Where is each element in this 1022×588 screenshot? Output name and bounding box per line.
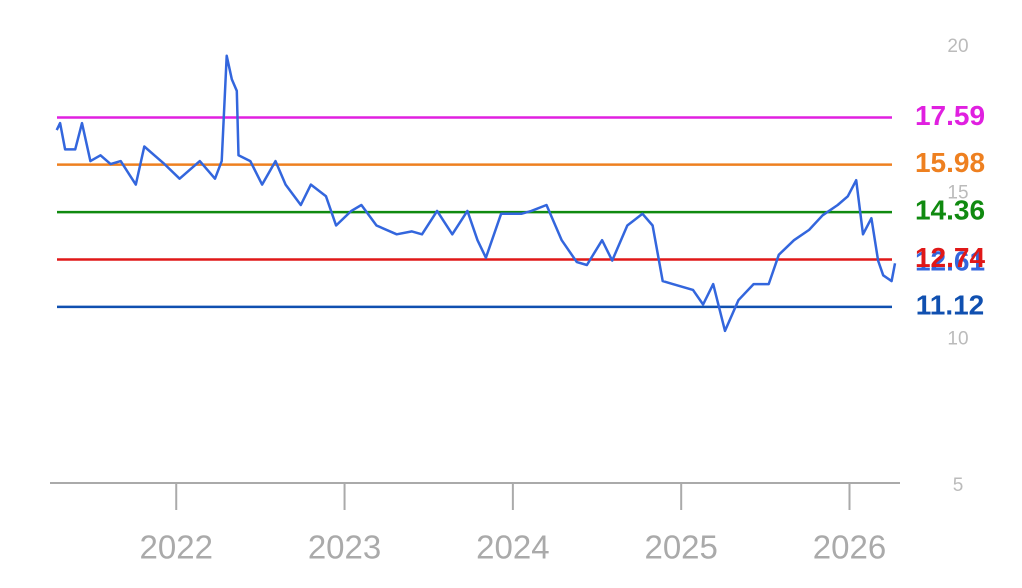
- x-tick-label: 2024: [476, 529, 549, 566]
- x-tick-label: 2022: [140, 529, 213, 566]
- reference-label: 11.12: [916, 289, 985, 320]
- last-value-label: 12.61: [915, 246, 985, 277]
- y-tick-label: 15: [947, 182, 968, 203]
- x-tick-label: 2025: [644, 529, 717, 566]
- price-line: [55, 54, 897, 333]
- y-tick-label: 10: [947, 329, 968, 350]
- x-tick-label: 2026: [813, 529, 886, 566]
- reference-label: 14.36: [915, 194, 985, 225]
- x-tick-label: 2023: [308, 529, 381, 566]
- reference-label: 15.98: [915, 147, 985, 178]
- y-tick-label: 20: [947, 36, 968, 57]
- reference-label: 12.74: [915, 242, 985, 273]
- y-tick-label: 5: [953, 475, 964, 496]
- reference-label: 17.59: [915, 100, 985, 131]
